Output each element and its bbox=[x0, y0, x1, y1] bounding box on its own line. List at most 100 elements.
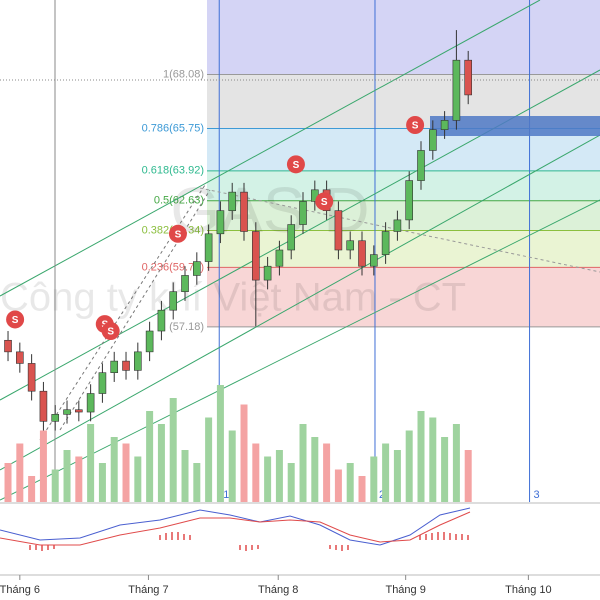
channel-lower bbox=[0, 134, 600, 471]
fib-label: (57.18) bbox=[169, 321, 204, 333]
candle-body bbox=[263, 265, 272, 281]
candle-body bbox=[63, 409, 71, 415]
candle-body bbox=[275, 249, 284, 267]
fib-label: 1(68.08) bbox=[163, 68, 204, 80]
channel-bottom bbox=[0, 199, 600, 501]
volume-bar bbox=[193, 463, 201, 502]
signal-label: S bbox=[293, 160, 300, 171]
volume-bar bbox=[63, 450, 71, 502]
candle-body bbox=[193, 261, 201, 276]
volume-bar bbox=[228, 430, 236, 502]
signal-marker bbox=[406, 116, 425, 134]
signal-label: S bbox=[12, 315, 19, 326]
volume-bar bbox=[28, 476, 36, 502]
candle-body bbox=[169, 291, 178, 311]
volume-bar bbox=[240, 404, 248, 502]
fib-zone bbox=[207, 200, 600, 231]
fib-zone bbox=[207, 267, 600, 327]
volume-bar bbox=[346, 463, 354, 502]
signal-label: S bbox=[175, 229, 182, 240]
candle-body bbox=[299, 201, 307, 225]
volume-bar bbox=[323, 443, 331, 502]
candle-body bbox=[216, 210, 225, 235]
volume-bar bbox=[110, 437, 118, 502]
candle-body bbox=[181, 275, 189, 292]
candle-body bbox=[287, 224, 296, 251]
x-tick-label: Tháng 10 bbox=[505, 584, 551, 596]
signal-marker bbox=[315, 192, 334, 211]
volume-bar bbox=[146, 411, 154, 502]
candle-body bbox=[370, 254, 378, 267]
macd-panel bbox=[0, 507, 471, 551]
x-tick-label: Tháng 7 bbox=[128, 584, 168, 596]
volume-bar bbox=[4, 463, 12, 502]
volume-bar bbox=[299, 424, 307, 502]
candle-body bbox=[417, 150, 425, 181]
volume-bar bbox=[75, 456, 83, 502]
candle-body bbox=[240, 191, 248, 232]
volume-bar bbox=[16, 443, 24, 502]
candle-body bbox=[145, 330, 154, 353]
x-axis-labels: Tháng 6 Tháng 7 Tháng 8 Tháng 9 Tháng 10 bbox=[0, 575, 552, 596]
time-zone-label: 1 bbox=[223, 489, 229, 501]
volume-bar bbox=[429, 417, 437, 502]
fib-label: 0.786(65.75) bbox=[142, 122, 204, 134]
volume-bar bbox=[417, 411, 425, 502]
candle-body bbox=[134, 351, 142, 371]
volume-bar bbox=[87, 424, 95, 502]
candle-body bbox=[204, 233, 213, 262]
macd-histogram bbox=[29, 532, 469, 551]
candle-body bbox=[75, 409, 83, 413]
volume-bar bbox=[157, 424, 165, 502]
candle-body bbox=[346, 240, 355, 251]
time-zone-label: 3 bbox=[534, 489, 540, 501]
signal-marker bbox=[101, 322, 120, 341]
signal-label: S bbox=[412, 121, 419, 132]
fib-label: 0.618(63.92) bbox=[142, 165, 204, 177]
fib-zone bbox=[207, 230, 600, 268]
candle-body bbox=[334, 210, 343, 251]
signal-marker bbox=[168, 224, 187, 243]
volume-bar bbox=[122, 443, 130, 502]
candle-body bbox=[16, 351, 24, 364]
x-tick-label: Tháng 6 bbox=[0, 584, 40, 596]
zone-band bbox=[207, 0, 600, 75]
candle-body bbox=[393, 219, 402, 232]
candle-body bbox=[252, 231, 260, 281]
channel-top bbox=[0, 0, 541, 297]
volume-bar bbox=[382, 443, 390, 502]
volume-bar bbox=[264, 456, 272, 502]
candle-body bbox=[157, 309, 166, 332]
volume-bar bbox=[51, 469, 59, 502]
volume-bar bbox=[169, 398, 177, 502]
volume-bar bbox=[334, 469, 342, 502]
time-zone-label: 2 bbox=[379, 489, 385, 501]
highlight-box bbox=[430, 116, 600, 136]
candle-body bbox=[405, 180, 414, 221]
candle-body bbox=[4, 339, 12, 353]
volume-bar bbox=[405, 430, 413, 502]
candle-body bbox=[39, 390, 48, 422]
volume-bar bbox=[252, 443, 260, 502]
candle-body bbox=[110, 360, 119, 373]
signal-marker bbox=[6, 310, 25, 329]
signal-marker bbox=[286, 155, 305, 174]
candle-body bbox=[440, 120, 449, 130]
volume-bar bbox=[370, 456, 378, 502]
volume-bar bbox=[358, 476, 366, 502]
candle-body bbox=[381, 231, 390, 255]
volume-bar bbox=[98, 463, 106, 502]
candle-body bbox=[228, 191, 237, 211]
candle-body bbox=[122, 360, 130, 371]
signal-label: S bbox=[321, 197, 328, 208]
fib-zone bbox=[207, 170, 600, 201]
watermark-subtitle: Công ty khí Việt Nam - CT bbox=[0, 276, 466, 320]
x-tick-label: Tháng 9 bbox=[385, 584, 425, 596]
volume-bar bbox=[216, 385, 224, 502]
volume-bar bbox=[452, 424, 460, 502]
volume-bar bbox=[311, 437, 319, 502]
candle-body bbox=[464, 59, 473, 96]
signal-label: S bbox=[107, 327, 114, 338]
marks: 0123SSSSSSS bbox=[4, 30, 540, 502]
